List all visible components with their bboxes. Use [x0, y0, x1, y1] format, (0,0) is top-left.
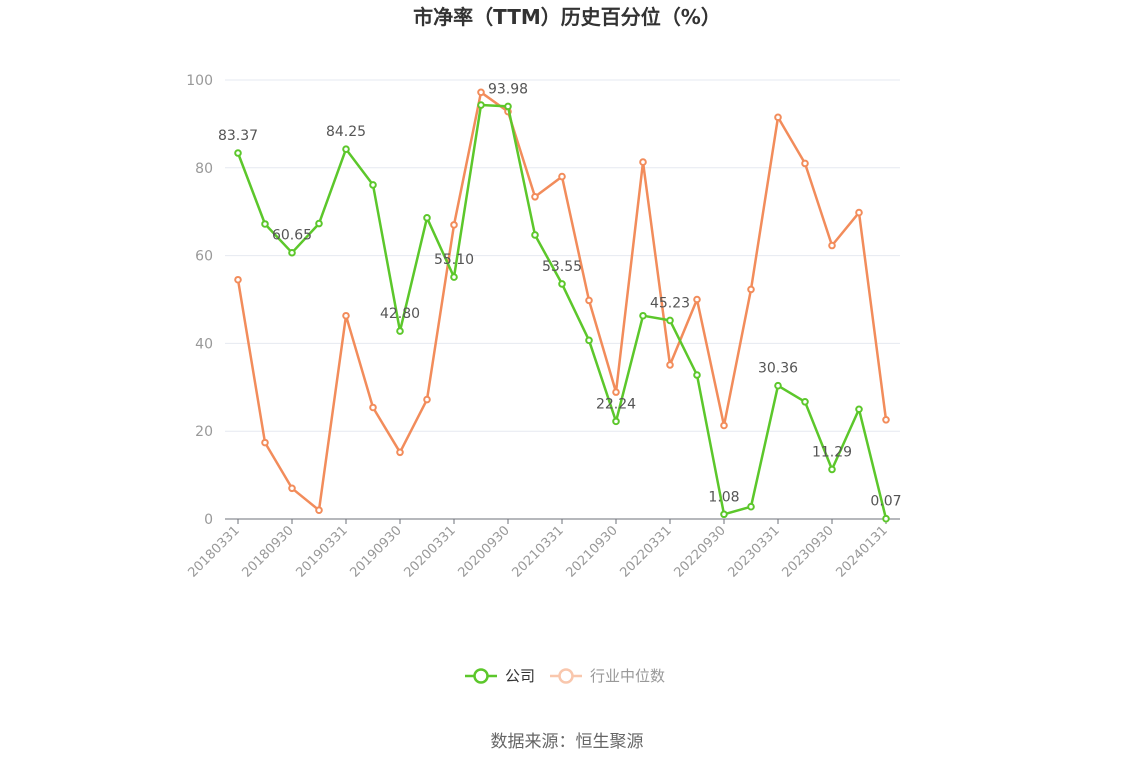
data-label: 42.80 — [380, 306, 420, 322]
data-point — [531, 231, 539, 239]
data-point — [288, 484, 296, 493]
data-point — [855, 405, 863, 414]
data-point — [369, 403, 377, 412]
data-point — [828, 241, 836, 250]
legend-marker — [558, 668, 574, 684]
data-point — [315, 506, 323, 515]
data-point — [801, 159, 809, 168]
data-point — [423, 395, 431, 404]
source-text: 数据来源：恒生聚源 — [491, 732, 644, 752]
data-point — [558, 172, 566, 181]
data-point — [234, 149, 242, 157]
series-line — [236, 91, 888, 512]
data-label: 0.07 — [870, 494, 901, 510]
series-industry-median — [234, 88, 890, 515]
series-layer — [234, 88, 890, 523]
data-point — [450, 221, 458, 229]
data-point — [612, 417, 620, 426]
data-point — [423, 214, 431, 222]
data-point — [855, 208, 863, 217]
data-point — [612, 388, 620, 396]
data-point — [585, 336, 593, 345]
data-point — [261, 438, 269, 447]
axes: 0 20 40 60 80 100 2018033120180930201903312019… — [185, 73, 900, 581]
x-tick-label: 20240131 — [833, 523, 890, 580]
data-labels: 83.37 60.65 84.25 42.80 55.10 93.98 53.55 22.24… — [218, 81, 902, 509]
data-point — [693, 295, 701, 304]
data-point — [396, 448, 404, 457]
grid — [225, 79, 900, 432]
y-tick-label: 100 — [186, 73, 213, 89]
data-label: 1.08 — [708, 489, 739, 505]
data-point — [747, 502, 755, 511]
y-tick-label: 60 — [195, 249, 213, 265]
data-label: 83.37 — [218, 128, 258, 144]
legend-marker — [473, 668, 489, 684]
x-tick-label: 20190331 — [293, 523, 350, 580]
data-label: 30.36 — [758, 361, 798, 377]
data-point — [774, 381, 782, 390]
data-point — [828, 465, 836, 474]
data-point — [666, 316, 674, 325]
data-label: 93.98 — [488, 81, 528, 97]
data-point — [558, 280, 566, 288]
data-point — [585, 296, 593, 305]
x-tick-label: 20210930 — [563, 523, 620, 580]
data-label: 22.24 — [596, 396, 636, 412]
legend-item: 公司 — [465, 667, 535, 685]
legend-item: 行业中位数 — [550, 667, 665, 685]
x-tick-label: 20200930 — [455, 523, 512, 580]
data-point — [639, 158, 647, 166]
data-point — [342, 145, 350, 153]
data-label: 55.10 — [434, 252, 474, 268]
y-tick-label: 20 — [195, 424, 213, 440]
data-point — [666, 361, 674, 369]
data-point — [288, 248, 296, 257]
series-company — [234, 101, 890, 523]
data-point — [369, 181, 377, 189]
data-label: 11.29 — [812, 444, 852, 460]
data-point — [531, 192, 539, 201]
data-point — [720, 421, 728, 430]
data-point — [477, 88, 485, 97]
x-tick-label: 20200331 — [401, 523, 458, 580]
y-tick-label: 80 — [195, 161, 213, 177]
data-point — [315, 219, 323, 228]
x-tick-label: 20180930 — [239, 523, 296, 580]
x-tick-label: 20190930 — [347, 523, 404, 580]
legend: 公司 行业中位数 — [465, 667, 665, 685]
legend-label: 行业中位数 — [590, 667, 665, 685]
x-tick-label: 20220930 — [671, 523, 728, 580]
data-point — [396, 327, 404, 335]
data-point — [801, 397, 809, 406]
data-point — [504, 102, 512, 111]
data-point — [774, 113, 782, 122]
data-point — [477, 101, 485, 109]
data-point — [639, 311, 647, 320]
x-tick-label: 20210331 — [509, 523, 566, 580]
x-tick-label: 20230930 — [779, 523, 836, 580]
chart-title: 市净率（TTM）历史百分位（%） — [413, 5, 721, 29]
data-point — [720, 510, 728, 519]
x-tick-label: 20180331 — [185, 523, 242, 580]
y-tick-label: 0 — [204, 512, 213, 528]
data-point — [234, 275, 242, 284]
data-point — [261, 220, 269, 228]
data-point — [882, 514, 890, 523]
x-tick-label: 20230331 — [725, 523, 782, 580]
series-line — [236, 103, 888, 519]
legend-label: 公司 — [505, 667, 535, 685]
data-point — [342, 311, 350, 320]
data-point — [693, 371, 701, 379]
data-label: 53.55 — [542, 259, 582, 275]
y-tick-label: 40 — [195, 336, 213, 352]
data-point — [450, 273, 458, 281]
data-label: 45.23 — [650, 295, 690, 311]
data-point — [747, 285, 755, 294]
data-label: 60.65 — [272, 228, 312, 244]
data-label: 84.25 — [326, 124, 366, 140]
x-tick-label: 20220331 — [617, 523, 674, 580]
data-point — [882, 415, 890, 424]
